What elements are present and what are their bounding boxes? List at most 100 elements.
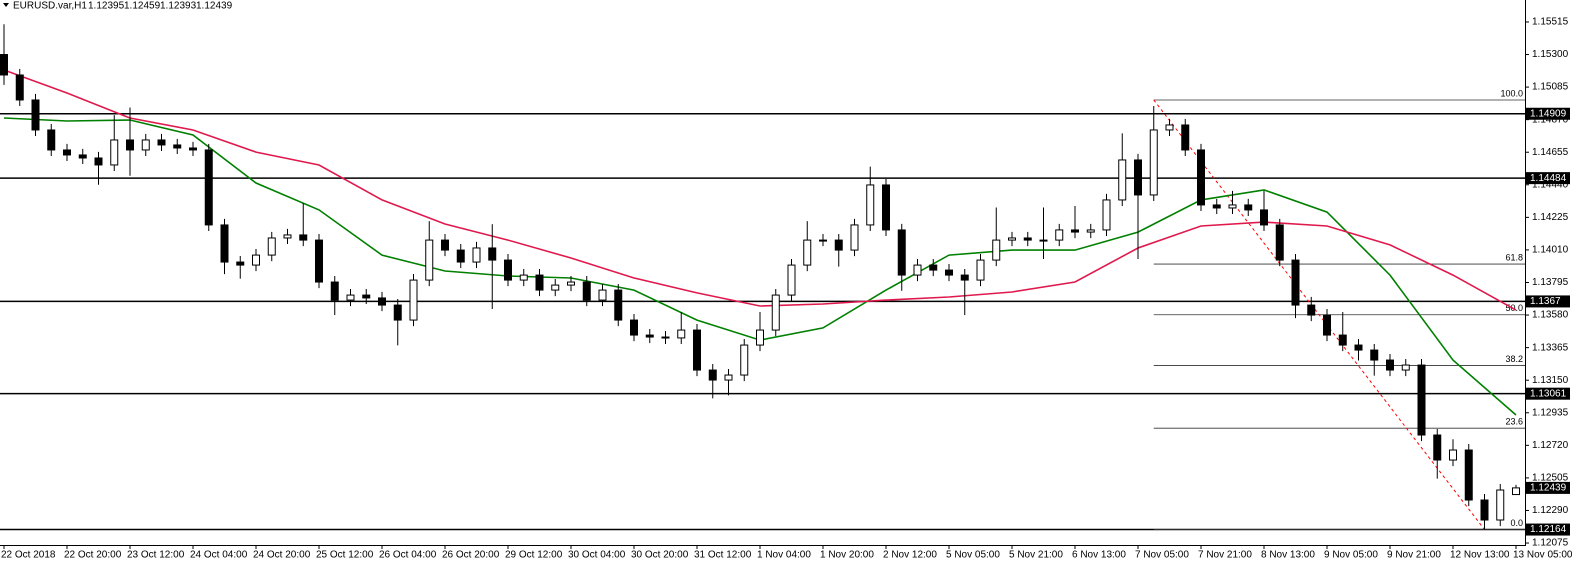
candle-body xyxy=(204,149,213,226)
last-price-label-box xyxy=(1526,481,1570,494)
candle-body xyxy=(15,74,24,101)
candle-body xyxy=(661,336,670,339)
x-tick-label: 26 Oct 04:00 xyxy=(379,550,437,561)
candle-body xyxy=(992,239,1001,261)
candle-body xyxy=(567,281,575,286)
trend-line xyxy=(1153,99,1485,530)
candle-body xyxy=(535,274,544,291)
y-tick-label: 1.15085 xyxy=(1532,82,1569,93)
candle-body xyxy=(236,261,245,266)
candle-body xyxy=(456,249,465,263)
candle-body xyxy=(409,279,418,321)
candle-body xyxy=(220,224,229,263)
x-tick-label: 30 Oct 04:00 xyxy=(568,550,626,561)
candle-body xyxy=(582,281,591,301)
candle-body xyxy=(472,247,481,263)
candle-body xyxy=(1354,344,1363,351)
candle-body xyxy=(330,281,339,301)
candle-body xyxy=(1323,314,1331,336)
candle-body xyxy=(1228,204,1237,209)
candle-body xyxy=(1401,364,1410,371)
candle-body xyxy=(834,239,843,251)
candle-body xyxy=(1039,239,1048,242)
candle-body xyxy=(1496,489,1505,521)
candle-body xyxy=(803,239,812,266)
candle-body xyxy=(315,239,323,283)
level-label: 1.14484 xyxy=(1530,173,1567,184)
x-tick-label: 1 Nov 20:00 xyxy=(820,550,874,561)
candle-body xyxy=(1512,487,1520,496)
y-tick-label: 1.14655 xyxy=(1532,147,1569,158)
candle-body xyxy=(850,224,859,251)
candle-body xyxy=(519,274,528,281)
y-tick-label: 1.13150 xyxy=(1532,375,1569,386)
candle-body xyxy=(1149,129,1158,196)
candle-body xyxy=(1197,149,1205,206)
candle-body xyxy=(960,274,969,281)
candle-body xyxy=(740,344,749,376)
candle-body xyxy=(913,264,922,276)
candle-body xyxy=(882,184,890,231)
y-tick-label: 1.14440 xyxy=(1532,179,1569,190)
candle-body xyxy=(756,329,764,346)
fib-label: 50.0 xyxy=(1505,303,1523,313)
candle-body xyxy=(1417,364,1426,436)
level-label: 1.14909 xyxy=(1530,108,1567,119)
last-price-label: 1.12439 xyxy=(1530,483,1567,494)
x-tick-label: 24 Oct 04:00 xyxy=(190,550,248,561)
candle-body xyxy=(976,259,985,281)
candle-body xyxy=(1212,204,1221,209)
candle-body xyxy=(47,129,56,151)
candle-body xyxy=(267,237,276,256)
candle-body xyxy=(1386,359,1394,371)
candle-body xyxy=(1244,204,1253,211)
x-tick-label: 31 Oct 12:00 xyxy=(694,550,752,561)
x-tick-label: 7 Nov 05:00 xyxy=(1135,550,1189,561)
x-tick-label: 6 Nov 13:00 xyxy=(1072,550,1126,561)
candle-body xyxy=(724,374,733,381)
candle-body xyxy=(1102,199,1111,231)
level-label-box xyxy=(1526,107,1570,120)
candle-body xyxy=(771,294,780,331)
candle-body xyxy=(1086,229,1095,233)
x-tick-label: 7 Nov 21:00 xyxy=(1198,550,1252,561)
candle-body xyxy=(1181,124,1190,151)
candle-body xyxy=(94,157,103,166)
candle-body xyxy=(551,284,560,291)
y-tick-label: 1.14870 xyxy=(1532,114,1569,125)
candle-body xyxy=(1023,237,1032,241)
x-tick-label: 30 Oct 20:00 xyxy=(631,550,689,561)
y-tick-label: 1.12505 xyxy=(1532,473,1569,484)
y-tick-label: 1.12290 xyxy=(1532,505,1569,516)
candle-body xyxy=(645,334,654,338)
candle-body xyxy=(346,294,355,301)
candle-body xyxy=(173,144,182,149)
candle-body xyxy=(1480,499,1489,521)
candle-body xyxy=(504,259,512,281)
candle-body xyxy=(1449,449,1457,461)
x-tick-label: 26 Oct 20:00 xyxy=(442,550,500,561)
level-label: 1.12164 xyxy=(1530,524,1567,535)
candle-body xyxy=(1055,229,1064,241)
x-tick-label: 12 Nov 13:00 xyxy=(1450,550,1510,561)
y-tick-label: 1.12720 xyxy=(1532,440,1569,451)
y-tick-label: 1.14225 xyxy=(1532,212,1569,223)
candle-body xyxy=(488,247,497,261)
candle-body xyxy=(614,289,623,321)
candle-body xyxy=(1260,209,1268,226)
candle-body xyxy=(787,264,796,296)
x-tick-label: 9 Nov 21:00 xyxy=(1387,550,1441,561)
fib-label: 100.0 xyxy=(1500,88,1523,98)
y-tick-label: 1.12075 xyxy=(1532,538,1569,549)
y-tick-label: 1.13580 xyxy=(1532,310,1569,321)
candle-body xyxy=(1165,124,1174,131)
candle-body xyxy=(708,369,717,381)
candle-body xyxy=(189,147,197,151)
candle-body xyxy=(0,54,8,76)
candle-body xyxy=(283,234,292,239)
candle-body xyxy=(1071,229,1079,233)
candle-body xyxy=(1464,449,1473,501)
header-open: 1.12395 xyxy=(88,1,125,12)
header-low: 1.12393 xyxy=(160,1,197,12)
x-tick-label: 23 Oct 12:00 xyxy=(127,550,185,561)
